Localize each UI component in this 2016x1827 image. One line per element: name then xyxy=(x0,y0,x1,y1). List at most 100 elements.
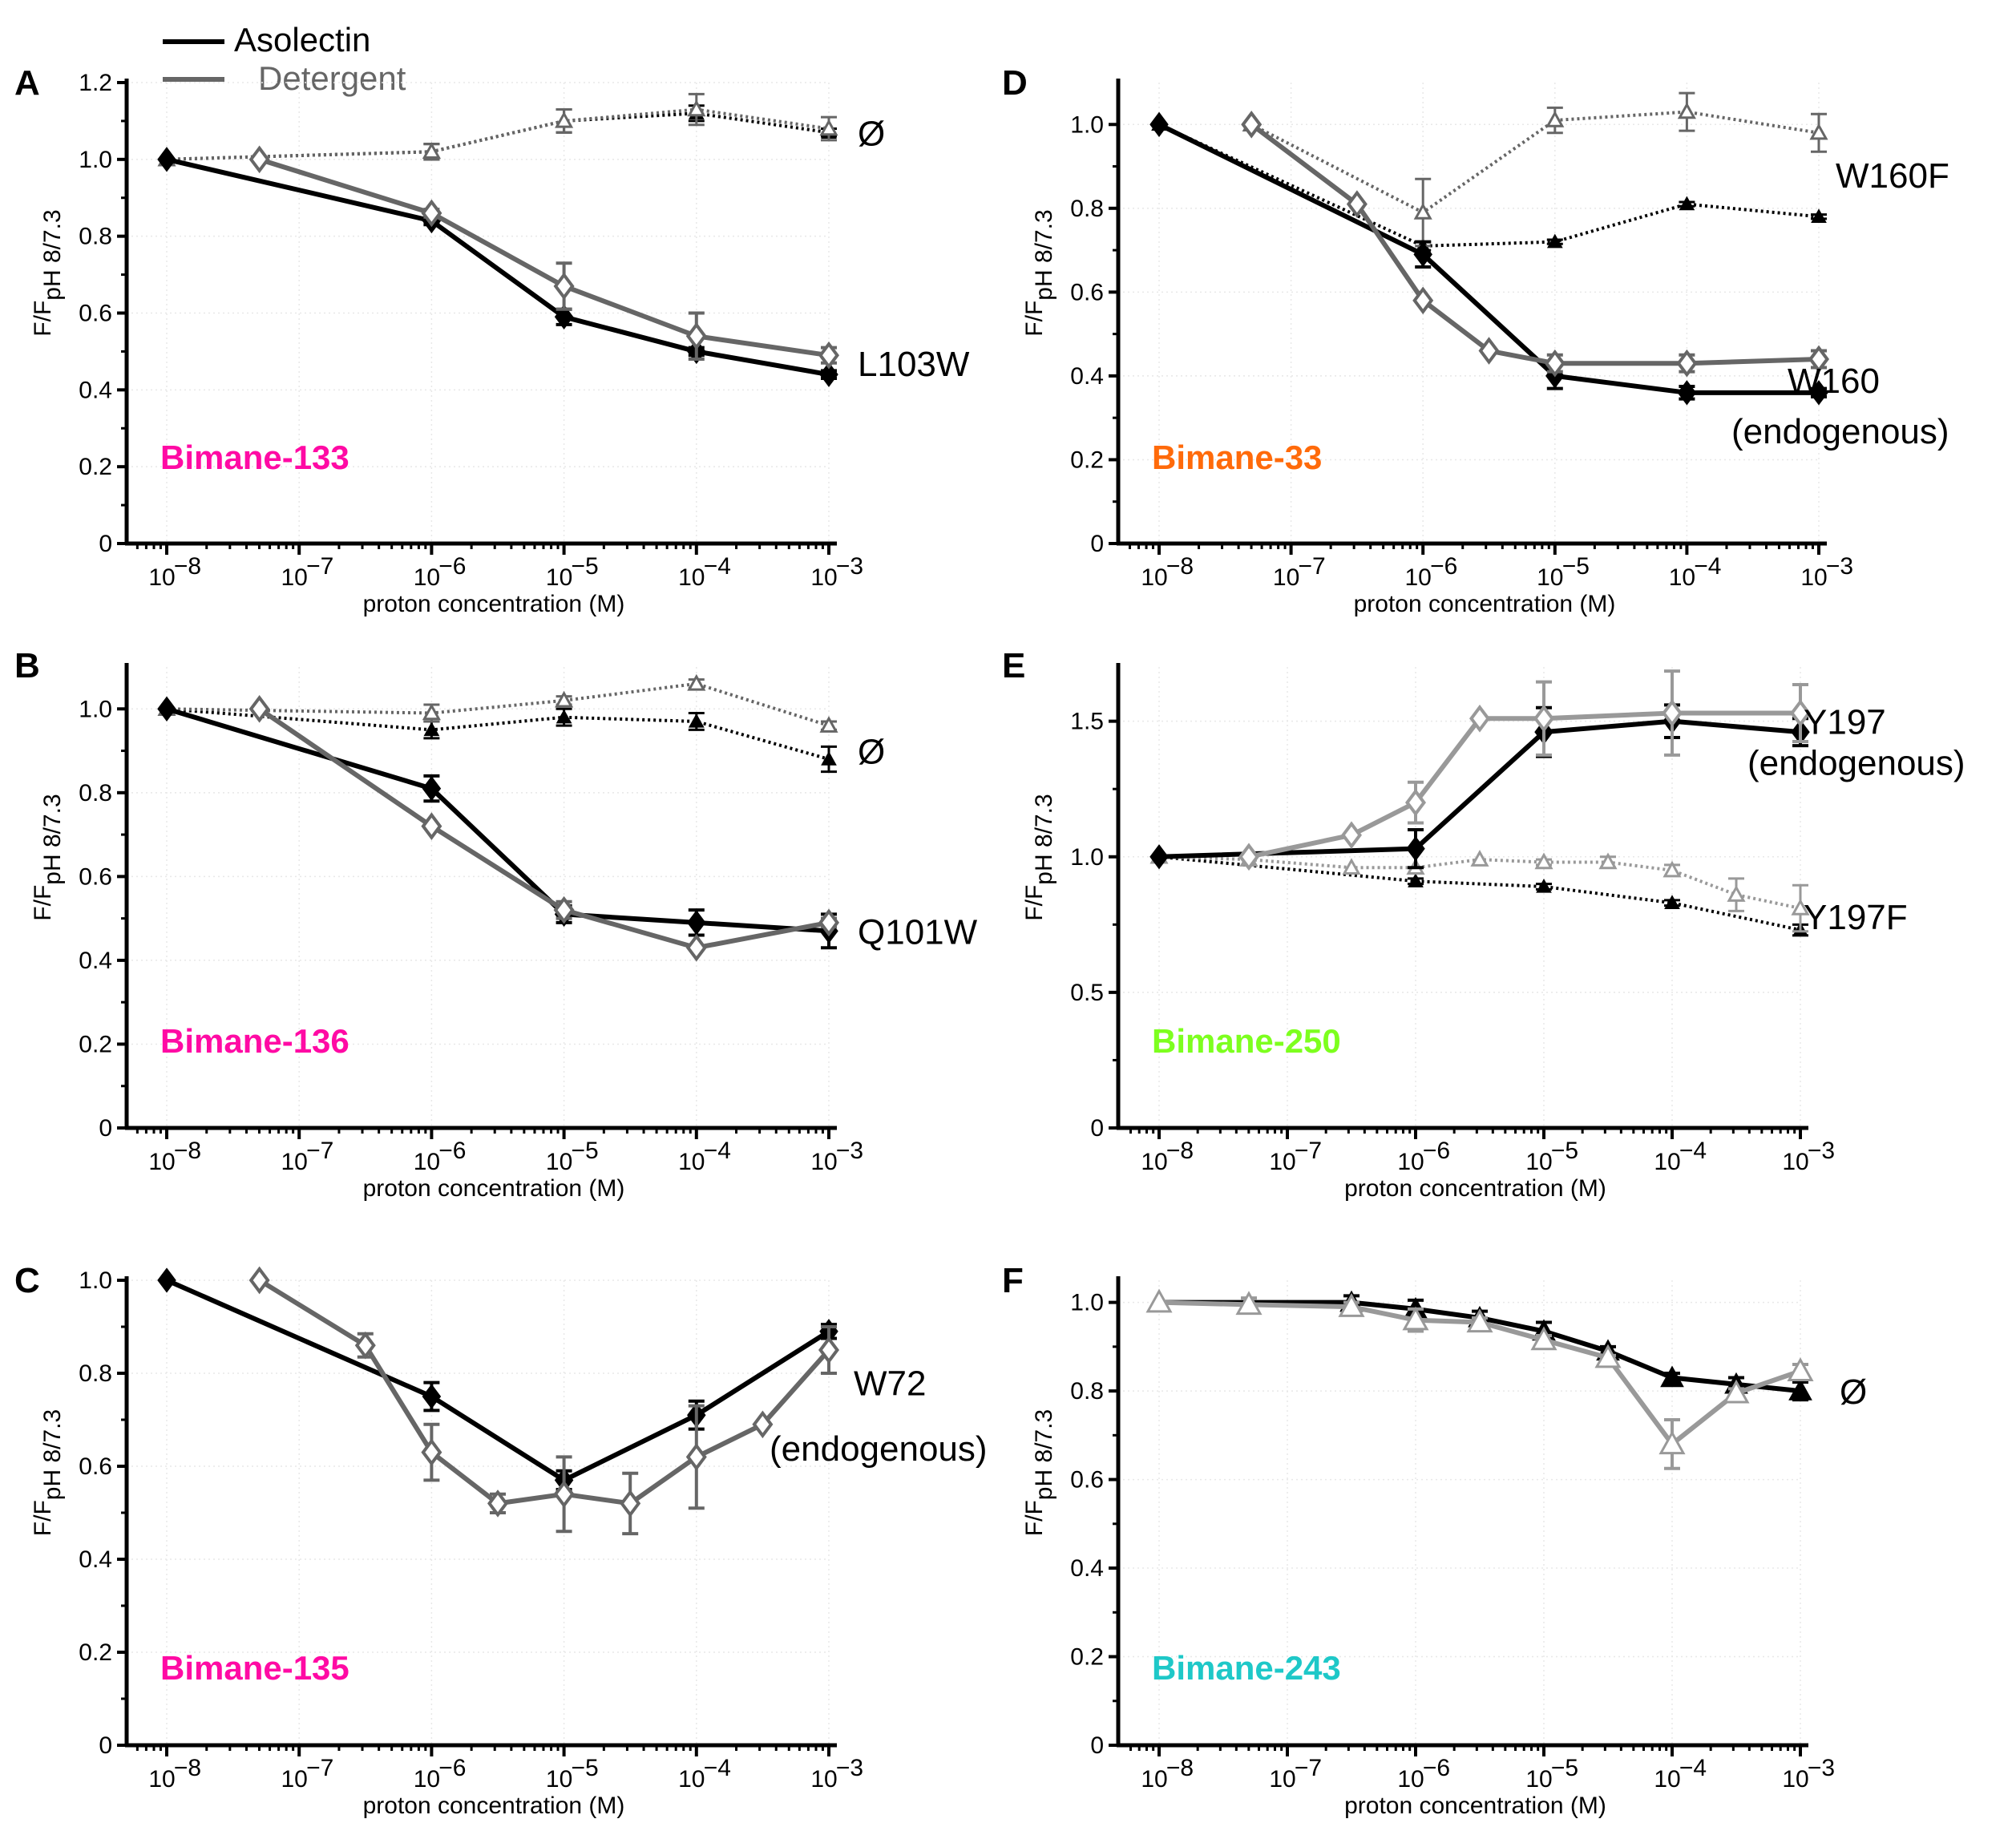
data-point xyxy=(687,910,706,936)
series-y197f-detergent xyxy=(1149,847,1810,933)
x-tick-label: 10 xyxy=(1141,1766,1167,1793)
x-tick-label: 10 xyxy=(678,1766,705,1793)
y-axis-label: F/FpH 8/7.3 xyxy=(1021,794,1057,920)
x-tick-exponent: −7 xyxy=(1295,1138,1322,1164)
data-point xyxy=(1788,1379,1812,1401)
x-tick-label: 10 xyxy=(1269,1149,1295,1175)
x-tick-label: 10 xyxy=(810,1766,837,1793)
panel-C: 00.20.40.60.81.010−8 10−7 10−6 10−5 10−4 10−3… xyxy=(14,1261,988,1819)
data-point xyxy=(620,1489,641,1518)
series-line xyxy=(1158,123,1820,248)
y-tick-label: 0.5 xyxy=(1070,980,1104,1006)
x-tick-exponent: −8 xyxy=(174,1138,201,1164)
legend: Asolectin Detergent xyxy=(163,21,406,97)
x-axis-label: proton concentration (M) xyxy=(363,1175,625,1202)
series-annotation: Q101W xyxy=(858,912,978,952)
y-tick-label: 0 xyxy=(99,531,112,557)
data-point xyxy=(685,1443,707,1471)
probe-label: Bimane-133 xyxy=(160,439,349,476)
x-tick-exponent: −4 xyxy=(1679,1138,1707,1164)
x-tick-label: 10 xyxy=(1525,1766,1552,1793)
probe-label: Bimane-135 xyxy=(160,1649,349,1687)
x-tick-label: 10 xyxy=(1397,1766,1424,1793)
x-tick-label: 10 xyxy=(1397,1149,1424,1175)
y-axis-label: F/FpH 8/7.3 xyxy=(30,1409,66,1536)
y-tick-label: 0.6 xyxy=(1070,1467,1104,1494)
probe-label: Bimane-33 xyxy=(1152,439,1322,476)
x-tick-exponent: −7 xyxy=(1298,553,1325,580)
series-annotation: Ø xyxy=(858,114,885,153)
x-tick-exponent: −4 xyxy=(1694,553,1721,580)
x-tick-exponent: −6 xyxy=(438,1755,466,1781)
data-point xyxy=(248,145,270,174)
x-tick-label: 10 xyxy=(1782,1149,1808,1175)
panel-B: 00.20.40.60.81.010−8 10−7 10−6 10−5 10−4 10−3… xyxy=(14,646,978,1202)
data-point xyxy=(421,812,442,840)
data-point xyxy=(685,933,707,962)
y-tick-label: 1.0 xyxy=(1070,111,1104,138)
data-point xyxy=(422,775,442,802)
y-axis-label: F/FpH 8/7.3 xyxy=(1021,209,1057,336)
x-tick-exponent: −8 xyxy=(174,1755,201,1781)
x-tick-label: 10 xyxy=(1800,564,1827,591)
series-annotation: Y197 xyxy=(1804,703,1886,742)
x-tick-exponent: −4 xyxy=(704,553,731,580)
data-point xyxy=(1408,873,1424,887)
x-tick-label: 10 xyxy=(546,1766,572,1793)
data-point xyxy=(423,722,440,737)
y-tick-label: 0 xyxy=(1090,531,1104,557)
probe-label: Bimane-136 xyxy=(160,1022,349,1060)
data-point xyxy=(157,1267,176,1293)
y-tick-label: 0.8 xyxy=(79,780,112,806)
data-point xyxy=(1662,860,1682,878)
series-line xyxy=(258,156,830,358)
x-tick-exponent: −6 xyxy=(438,1138,466,1164)
x-tick-label: 10 xyxy=(546,1149,572,1175)
data-point xyxy=(1341,821,1362,850)
series--detergent xyxy=(1145,1288,1814,1470)
data-point xyxy=(1809,380,1828,406)
x-tick-exponent: −4 xyxy=(704,1755,731,1781)
x-tick-exponent: −3 xyxy=(1808,1755,1835,1781)
y-tick-label: 0.2 xyxy=(79,454,112,480)
x-tick-exponent: −3 xyxy=(836,1755,863,1781)
x-tick-label: 10 xyxy=(546,564,572,591)
x-tick-exponent: −7 xyxy=(306,1755,333,1781)
x-tick-exponent: −7 xyxy=(306,1138,333,1164)
data-point xyxy=(1413,202,1432,220)
series--detergent xyxy=(157,92,838,167)
y-tick-label: 0.4 xyxy=(1070,363,1104,390)
y-tick-label: 0.8 xyxy=(1070,1378,1104,1405)
y-tick-label: 0 xyxy=(99,1115,112,1142)
series-line xyxy=(257,706,830,951)
x-tick-exponent: −5 xyxy=(571,553,598,580)
data-point xyxy=(687,673,706,691)
y-tick-label: 0.4 xyxy=(1070,1555,1104,1582)
x-tick-exponent: −3 xyxy=(836,553,863,580)
series-line xyxy=(166,707,830,761)
x-tick-label: 10 xyxy=(1525,1149,1552,1175)
data-point xyxy=(818,908,839,937)
x-tick-exponent: −6 xyxy=(1423,1755,1450,1781)
x-tick-label: 10 xyxy=(1537,564,1563,591)
panel-D: 00.20.40.60.81.010−8 10−7 10−6 10−5 10−4 10−3… xyxy=(1002,63,1949,617)
data-point xyxy=(1664,895,1680,909)
panel-letter: B xyxy=(14,646,40,685)
series-line xyxy=(166,706,830,934)
data-point xyxy=(555,690,574,708)
data-point xyxy=(1679,196,1695,211)
data-point xyxy=(157,696,176,722)
series-y197-detergent xyxy=(1238,669,1811,871)
x-tick-exponent: −7 xyxy=(306,553,333,580)
y-tick-label: 0.2 xyxy=(1070,447,1104,473)
data-point xyxy=(1406,835,1425,862)
data-point xyxy=(1791,898,1810,916)
data-point xyxy=(1662,699,1683,727)
y-tick-label: 0.8 xyxy=(1070,196,1104,222)
y-tick-label: 0 xyxy=(1090,1732,1104,1759)
x-tick-label: 10 xyxy=(1141,564,1167,591)
y-tick-label: 0.4 xyxy=(79,948,112,974)
data-point xyxy=(1466,1308,1493,1333)
data-point xyxy=(1790,699,1811,727)
data-point xyxy=(554,304,574,329)
